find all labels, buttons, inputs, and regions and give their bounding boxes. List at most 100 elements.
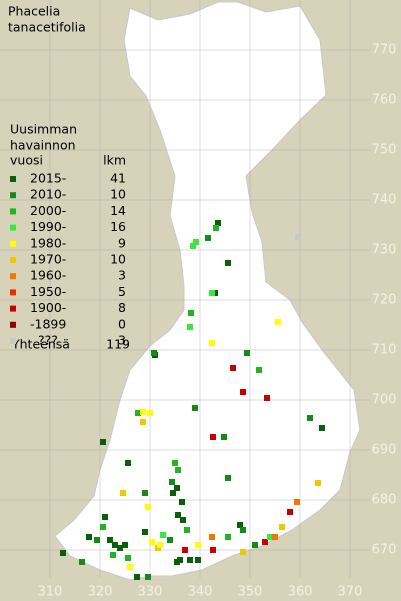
observation <box>279 524 285 530</box>
x-tick-label: 350 <box>238 585 263 600</box>
x-tick-label: 330 <box>138 585 163 600</box>
observation <box>135 410 141 416</box>
observation <box>195 542 201 548</box>
legend-swatch <box>10 176 16 182</box>
observation <box>195 557 201 563</box>
y-tick-label: 700 <box>372 393 397 408</box>
legend-swatch <box>10 289 16 296</box>
observation <box>167 537 173 543</box>
observation <box>272 534 278 540</box>
observation <box>237 522 243 528</box>
y-tick-label: 670 <box>372 543 397 558</box>
observation <box>127 564 133 570</box>
legend-label: 1900- <box>30 300 66 315</box>
legend-label: 2015- <box>30 171 66 186</box>
observation <box>170 490 176 496</box>
observation <box>240 527 246 533</box>
observation <box>267 534 273 540</box>
observation <box>225 475 231 481</box>
legend-count: 5 <box>118 284 126 299</box>
observation <box>188 310 194 316</box>
observation <box>221 434 227 440</box>
legend-label: -1899 <box>30 316 66 331</box>
legend-swatch <box>10 321 16 328</box>
observation <box>147 410 153 416</box>
observation <box>287 509 293 515</box>
observation <box>140 409 146 415</box>
legend-swatch <box>10 273 16 280</box>
x-tick-label: 310 <box>38 585 63 600</box>
legend-swatch <box>10 338 16 344</box>
legend-swatch <box>10 224 16 231</box>
observation <box>264 395 270 401</box>
observation <box>262 539 268 545</box>
observation <box>107 537 113 543</box>
observation <box>225 260 231 266</box>
observation <box>184 527 190 533</box>
observation <box>295 234 301 240</box>
observation <box>125 555 131 561</box>
observation <box>307 415 313 421</box>
title: tanacetifolia <box>8 20 86 35</box>
legend-count-heading: lkm <box>103 153 126 168</box>
observation <box>294 499 300 505</box>
legend-label: 1950- <box>30 284 66 299</box>
observation <box>187 557 193 563</box>
observation <box>244 350 250 356</box>
observation <box>190 243 196 249</box>
observation <box>210 434 216 440</box>
x-tick-label: 340 <box>188 585 213 600</box>
y-tick-label: 690 <box>372 443 397 458</box>
observation <box>182 547 188 553</box>
observation <box>240 549 246 555</box>
observation <box>140 419 146 425</box>
observation <box>149 539 155 545</box>
observation <box>145 504 151 510</box>
observation <box>122 542 128 548</box>
legend-heading: Uusimman <box>10 122 77 137</box>
legend-count: 41 <box>110 171 126 186</box>
observation <box>134 574 140 580</box>
observation <box>160 532 166 538</box>
legend-heading: havainnon <box>10 138 76 153</box>
finland-outline <box>54 1 361 581</box>
observation <box>179 499 185 505</box>
x-tick-label: 360 <box>288 585 313 600</box>
legend-swatch <box>10 192 16 199</box>
legend-label: 1990- <box>30 219 66 234</box>
observation <box>100 524 106 530</box>
y-tick-label: 720 <box>372 293 397 308</box>
legend-count: 10 <box>110 187 126 202</box>
observation <box>174 485 180 491</box>
legend-swatch <box>10 305 16 312</box>
observation <box>120 490 126 496</box>
legend-label: 1960- <box>30 268 66 283</box>
observation <box>256 367 262 373</box>
observation <box>157 542 163 548</box>
legend-count: 14 <box>110 203 126 218</box>
legend-label: 1980- <box>30 235 66 250</box>
y-tick-label: 760 <box>372 93 397 108</box>
observation <box>112 542 118 548</box>
observation <box>142 490 148 496</box>
observation <box>205 235 211 241</box>
observation <box>145 574 151 580</box>
observation <box>94 537 100 543</box>
observation <box>210 547 216 553</box>
observation <box>151 350 157 356</box>
observation <box>110 552 116 558</box>
legend-count: 3 <box>118 333 126 348</box>
title: Phacelia <box>8 4 60 19</box>
observation <box>180 517 186 523</box>
observation <box>125 460 131 466</box>
observation <box>175 512 181 518</box>
legend-total-label: Yhteensä <box>11 337 70 352</box>
y-tick-label: 730 <box>372 243 397 258</box>
observation <box>175 467 181 473</box>
observation <box>79 559 85 565</box>
x-tick-label: 320 <box>88 585 113 600</box>
observation <box>240 389 246 395</box>
legend-label: 2000- <box>30 203 66 218</box>
legend-swatch <box>10 257 16 263</box>
